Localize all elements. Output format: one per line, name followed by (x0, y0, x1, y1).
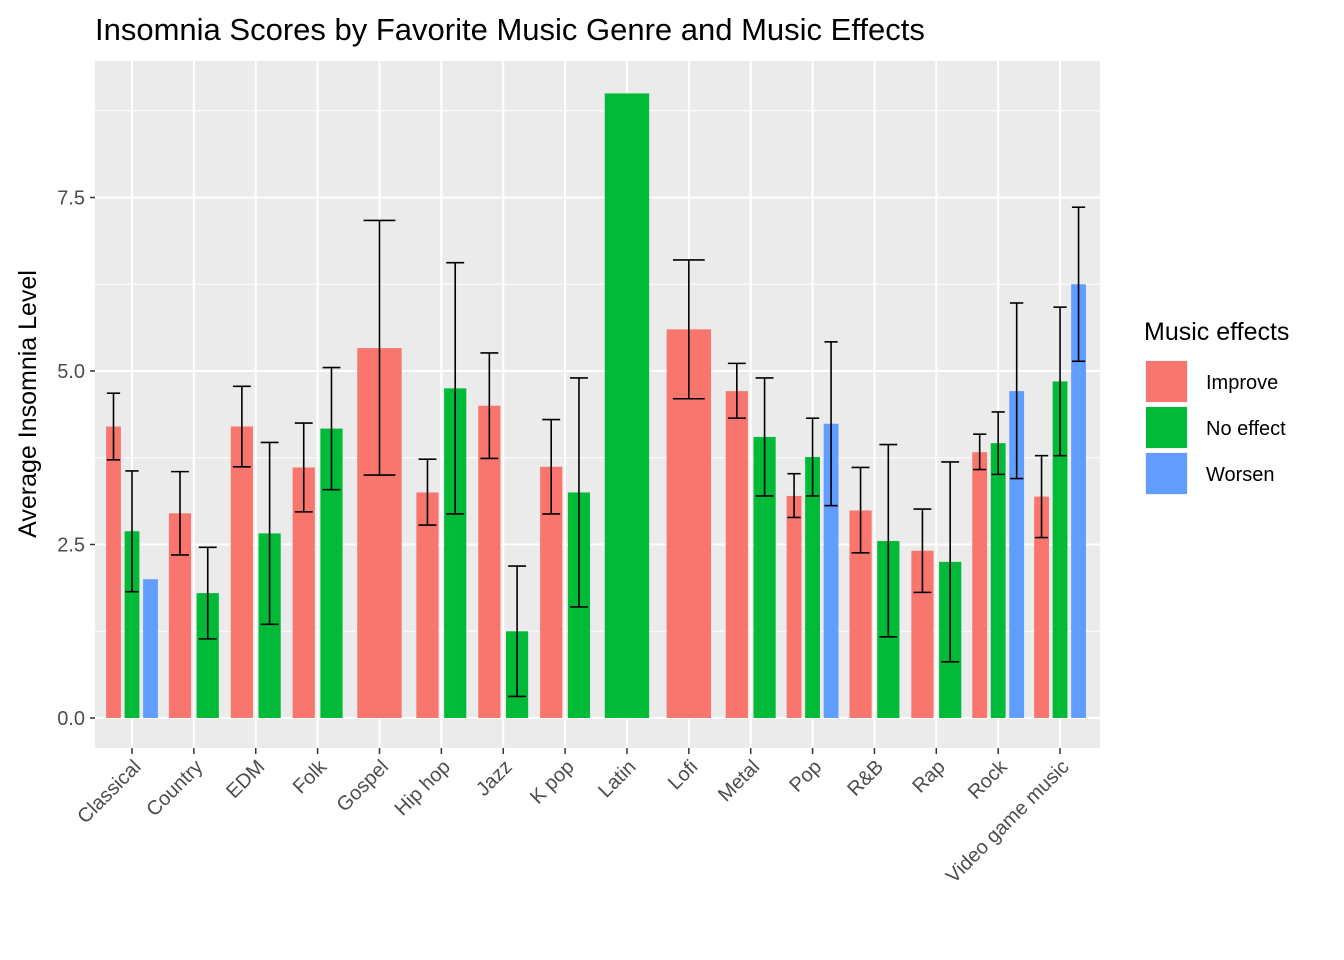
bar (143, 579, 158, 718)
bar (540, 466, 563, 718)
x-tick-label: Latin (594, 756, 640, 802)
y-tick-label: 0.0 (57, 708, 85, 730)
y-axis-title: Average Insomnia Level (14, 270, 42, 538)
bar (124, 531, 140, 718)
x-tick-label: Classical (73, 756, 145, 828)
bar (1052, 381, 1068, 718)
y-tick-label: 7.5 (57, 188, 85, 210)
bar (320, 428, 343, 718)
x-tick-label: Folk (289, 755, 332, 798)
x-tick-label: Jazz (472, 756, 517, 801)
x-tick-label: Lofi (664, 756, 702, 794)
bar (823, 423, 839, 718)
legend-label: Worsen (1206, 464, 1275, 486)
bar (972, 452, 988, 718)
bar (416, 492, 439, 718)
legend-key (1146, 453, 1187, 494)
bar (258, 533, 281, 718)
legend-key (1146, 361, 1187, 402)
legend-label: No effect (1206, 418, 1286, 440)
bar (604, 93, 650, 718)
bar (1071, 284, 1086, 718)
legend: Music effects Improve No effect Worsen (1144, 318, 1289, 495)
x-tick-label: Rock (964, 755, 1012, 803)
x-tick-label: R&B (843, 756, 888, 801)
bar (478, 405, 501, 718)
bar (805, 457, 820, 718)
bar (786, 495, 802, 718)
x-tick-label: K pop (526, 756, 579, 809)
x-tick-label: Metal (714, 756, 764, 806)
y-tick-label: 2.5 (57, 535, 85, 557)
y-axis: 0.0 2.5 5.0 7.5 (57, 188, 95, 730)
x-tick-label: Country (142, 756, 207, 821)
x-tick-label: EDM (222, 756, 269, 803)
x-tick-label: Hip hop (391, 756, 455, 820)
y-tick-label: 5.0 (57, 361, 85, 383)
x-tick-label: Video game music (942, 756, 1074, 888)
legend-title: Music effects (1144, 318, 1289, 346)
x-tick-label: Gospel (333, 756, 393, 816)
error-bars (106, 206, 1086, 698)
x-tick-label: Pop (785, 756, 826, 797)
bar (106, 426, 121, 718)
bar (1009, 391, 1025, 718)
bar (753, 436, 776, 718)
bar (1034, 496, 1049, 718)
legend-label: Improve (1206, 372, 1278, 394)
bar (444, 388, 467, 718)
x-tick-label: Rap (908, 756, 950, 798)
chart-title: Insomnia Scores by Favorite Music Genre … (95, 12, 925, 47)
bar (168, 513, 192, 718)
bar (196, 593, 219, 718)
bar (292, 467, 315, 718)
bar (725, 391, 748, 718)
legend-key (1146, 407, 1187, 448)
bar (230, 426, 253, 718)
bar (990, 443, 1006, 718)
bar (849, 510, 872, 718)
